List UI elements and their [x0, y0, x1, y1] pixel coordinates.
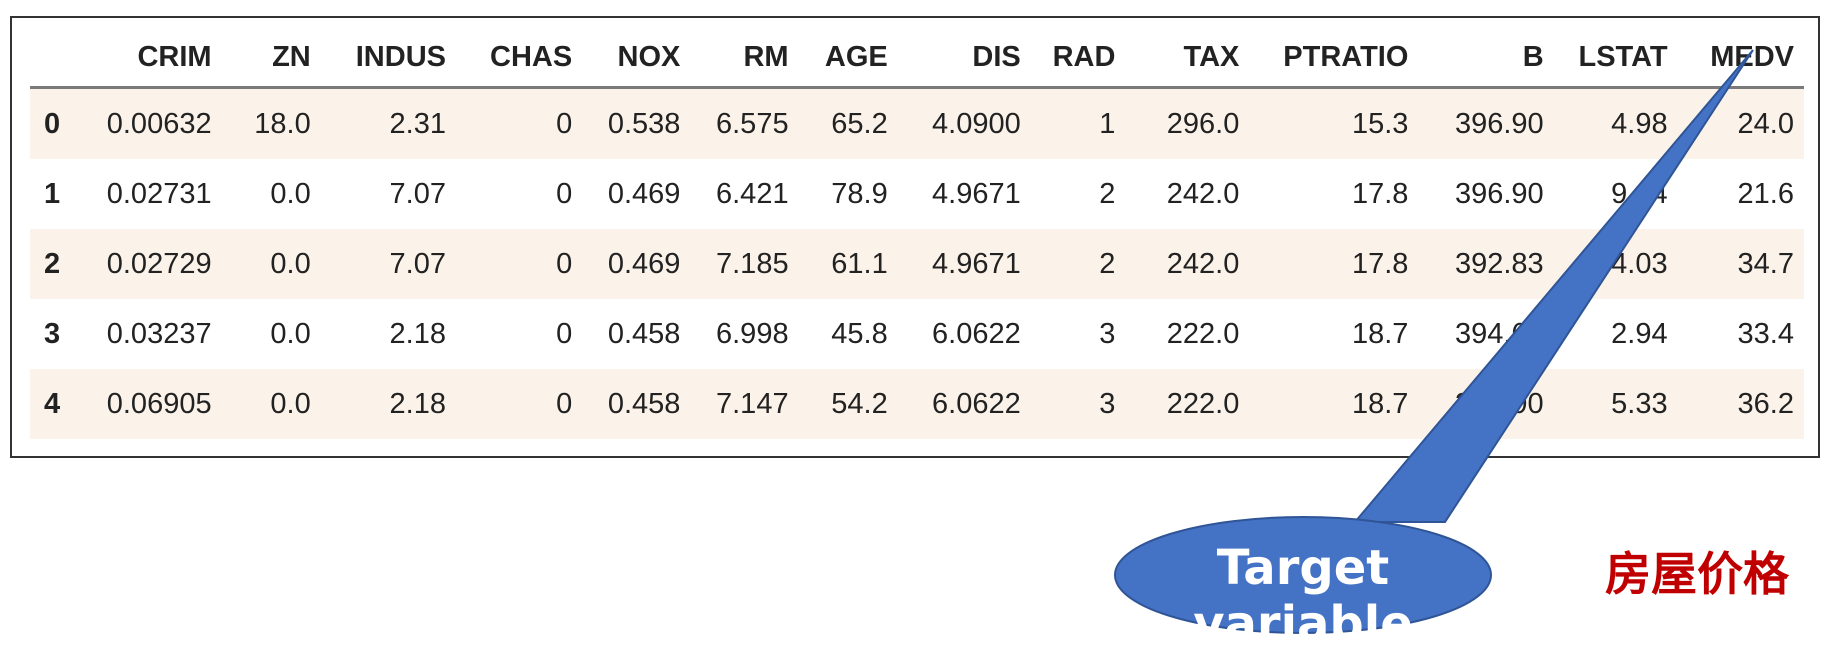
- callout-label: Target variable: [1193, 540, 1413, 652]
- table-cell: 54.2: [831, 387, 888, 420]
- table-cell: 34.7: [1737, 247, 1794, 280]
- table-row: 3 0.03237 0.0 2.18 0 0.458 6.998 45.8 6.…: [30, 299, 1804, 369]
- row-index: 4: [44, 387, 61, 420]
- callout-pointer: [1352, 49, 1754, 523]
- row-index: 1: [44, 177, 61, 210]
- table-cell: 21.6: [1737, 177, 1794, 210]
- table-cell: 0.0: [270, 317, 311, 350]
- table-cell: 5.33: [1611, 387, 1668, 420]
- table-cell: 7.07: [389, 247, 446, 280]
- table-cell: 17.8: [1351, 177, 1409, 210]
- header-row: CRIM ZN INDUS CHAS NOX RM AGE DIS RAD TA…: [30, 28, 1804, 89]
- table-cell: 45.8: [831, 317, 888, 350]
- table-cell: 4.9671: [932, 247, 1021, 280]
- table-cell: 7.147: [716, 387, 789, 420]
- header-indus: INDUS: [320, 28, 456, 89]
- table-cell: 6.998: [716, 317, 789, 350]
- house-price-label: 房屋价格: [1605, 547, 1789, 601]
- table-cell: 0: [556, 107, 573, 140]
- table-cell: 0.02731: [106, 177, 212, 210]
- table-cell: 0: [556, 387, 573, 420]
- header-chas: CHAS: [455, 28, 583, 89]
- table-cell: 4.9671: [932, 177, 1021, 210]
- table-cell: 0.03237: [106, 317, 212, 350]
- table-cell: 0.0: [270, 177, 311, 210]
- table-cell: 7.185: [716, 247, 789, 280]
- table-cell: 0: [556, 317, 573, 350]
- table-cell: 396.90: [1454, 177, 1544, 210]
- table-row: 1 0.02731 0.0 7.07 0 0.469 6.421 78.9 4.…: [30, 159, 1804, 229]
- table-row: 0 0.00632 18.0 2.31 0 0.538 6.575 65.2 4…: [30, 87, 1804, 159]
- dataframe-frame: CRIM ZN INDUS CHAS NOX RM AGE DIS RAD TA…: [10, 16, 1820, 458]
- table-cell: 2.94: [1611, 317, 1668, 350]
- table-cell: 24.0: [1737, 107, 1794, 140]
- table-cell: 15.3: [1351, 107, 1409, 140]
- header-rad: RAD: [1030, 28, 1126, 89]
- table-cell: 0.0: [270, 247, 311, 280]
- header-rm: RM: [690, 28, 799, 89]
- table-cell: 6.0622: [932, 387, 1021, 420]
- table-cell: 0.02729: [106, 247, 212, 280]
- table-cell: 36.2: [1737, 387, 1794, 420]
- table-cell: 6.575: [716, 107, 789, 140]
- table-cell: 7.07: [389, 177, 446, 210]
- table-cell: 17.8: [1351, 247, 1409, 280]
- table-row: 2 0.02729 0.0 7.07 0 0.469 7.185 61.1 4.…: [30, 229, 1804, 299]
- header-ptratio: PTRATIO: [1249, 28, 1419, 89]
- table-cell: 2: [1099, 177, 1116, 210]
- header-lstat: LSTAT: [1553, 28, 1678, 89]
- table-cell: 3: [1099, 317, 1116, 350]
- table-cell: 242.0: [1166, 247, 1240, 280]
- table-cell: 0.0: [270, 387, 311, 420]
- table-cell: 0.06905: [106, 387, 212, 420]
- table-cell: 392.83: [1454, 247, 1544, 280]
- table-cell: 0.469: [607, 247, 681, 280]
- header-dis: DIS: [897, 28, 1031, 89]
- table-cell: 0.469: [607, 177, 681, 210]
- table-cell: 2.18: [389, 387, 446, 420]
- row-index: 3: [44, 317, 61, 350]
- table-cell: 396.90: [1454, 107, 1544, 140]
- table-cell: 0: [556, 177, 573, 210]
- table-cell: 18.7: [1351, 387, 1409, 420]
- table-cell: 0.458: [607, 387, 681, 420]
- callout-ellipse: [1114, 516, 1492, 634]
- table-cell: 2.31: [389, 107, 446, 140]
- table-cell: 78.9: [831, 177, 888, 210]
- callout-bubble: [1114, 49, 1754, 634]
- header-age: AGE: [798, 28, 898, 89]
- table-cell: 2: [1099, 247, 1116, 280]
- table-cell: 222.0: [1166, 317, 1240, 350]
- header-index: [30, 28, 89, 89]
- table-cell: 1: [1099, 107, 1116, 140]
- header-crim: CRIM: [88, 28, 222, 89]
- row-index: 0: [44, 107, 61, 140]
- row-index: 2: [44, 247, 61, 280]
- table-cell: 18.0: [254, 107, 311, 140]
- table-cell: 0.538: [607, 107, 681, 140]
- table-cell: 65.2: [831, 107, 888, 140]
- header-tax: TAX: [1125, 28, 1250, 89]
- table-cell: 0.00632: [106, 107, 212, 140]
- header-b: B: [1418, 28, 1554, 89]
- header-nox: NOX: [582, 28, 691, 89]
- table-cell: 3: [1099, 387, 1116, 420]
- table-cell: 222.0: [1166, 387, 1240, 420]
- table-cell: 33.4: [1737, 317, 1794, 350]
- header-zn: ZN: [221, 28, 321, 89]
- table-cell: 2.18: [389, 317, 446, 350]
- header-medv: MEDV: [1677, 28, 1804, 89]
- table-cell: 296.0: [1166, 107, 1240, 140]
- table-cell: 4.0900: [932, 107, 1021, 140]
- table-cell: 61.1: [831, 247, 888, 280]
- table-cell: 242.0: [1166, 177, 1240, 210]
- table-cell: 18.7: [1351, 317, 1409, 350]
- table-cell: 4.98: [1611, 107, 1668, 140]
- table-cell: 6.421: [716, 177, 789, 210]
- table-cell: 0: [556, 247, 573, 280]
- table-cell: 6.0622: [932, 317, 1021, 350]
- table-cell: 0.458: [607, 317, 681, 350]
